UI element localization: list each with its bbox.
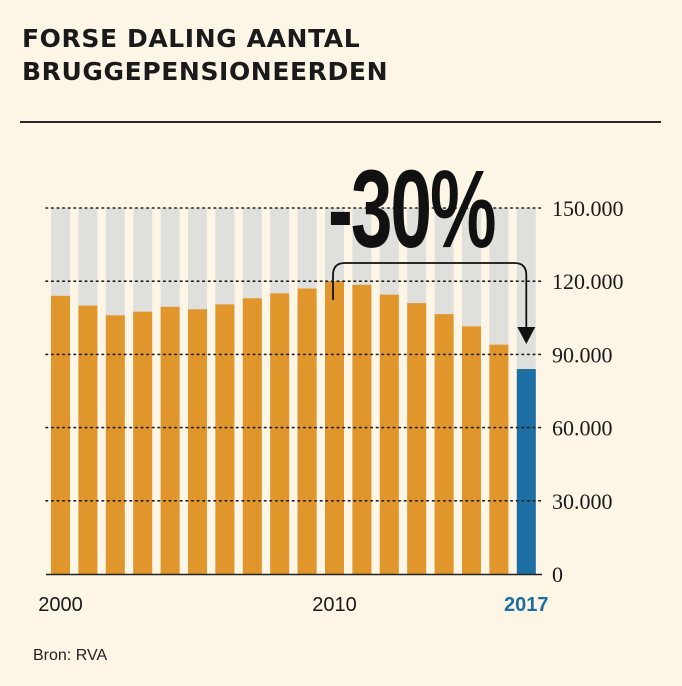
bar-2011 — [352, 284, 372, 574]
bar-2007 — [242, 298, 262, 574]
title-line-1: FORSE DALING AANTAL — [22, 24, 361, 53]
annotation-arrow-head — [517, 327, 536, 344]
bar-2002 — [105, 315, 125, 574]
bar-2012 — [379, 294, 399, 574]
annotation-label: -30% — [328, 148, 495, 271]
bar-2014 — [434, 314, 454, 574]
bar-2000 — [51, 295, 70, 574]
y-tick-label-90000: 90.000 — [552, 342, 613, 367]
bar-2008 — [270, 293, 290, 574]
bar-2015 — [462, 326, 481, 574]
y-tick-label-60000: 60.000 — [552, 416, 613, 441]
annotation-arrow-line — [332, 262, 528, 328]
title-divider — [20, 121, 661, 123]
bar-2017 — [516, 369, 536, 574]
bar-2004 — [160, 306, 180, 574]
bar-2003 — [133, 311, 153, 574]
x-tick-label-2017: 2017 — [504, 594, 549, 616]
y-tick-label-120000: 120.000 — [552, 269, 624, 294]
y-tick-label-150000: 150.000 — [552, 196, 624, 221]
y-tick-label-30000: 30.000 — [552, 489, 613, 514]
y-tick-label-0: 0 — [552, 562, 563, 587]
bar-2009 — [297, 288, 317, 574]
x-tick-label-2010: 2010 — [312, 594, 357, 616]
bar-2006 — [215, 304, 235, 574]
bar-2013 — [407, 303, 427, 574]
source-note: Bron: RVA — [33, 647, 108, 664]
bar-2016 — [489, 344, 509, 574]
bar-2005 — [188, 309, 207, 574]
chart-title: FORSE DALING AANTAL BRUGGEPENSIONEERDEN — [22, 22, 662, 88]
title-line-2: BRUGGEPENSIONEERDEN — [22, 57, 389, 86]
x-tick-label-2000: 2000 — [38, 594, 83, 616]
bar-2001 — [78, 305, 98, 574]
